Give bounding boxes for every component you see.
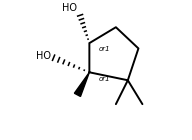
Text: or1: or1 xyxy=(99,76,110,82)
Polygon shape xyxy=(74,72,89,96)
Text: or1: or1 xyxy=(99,46,110,52)
Text: HO: HO xyxy=(36,51,51,61)
Text: HO: HO xyxy=(62,3,77,13)
